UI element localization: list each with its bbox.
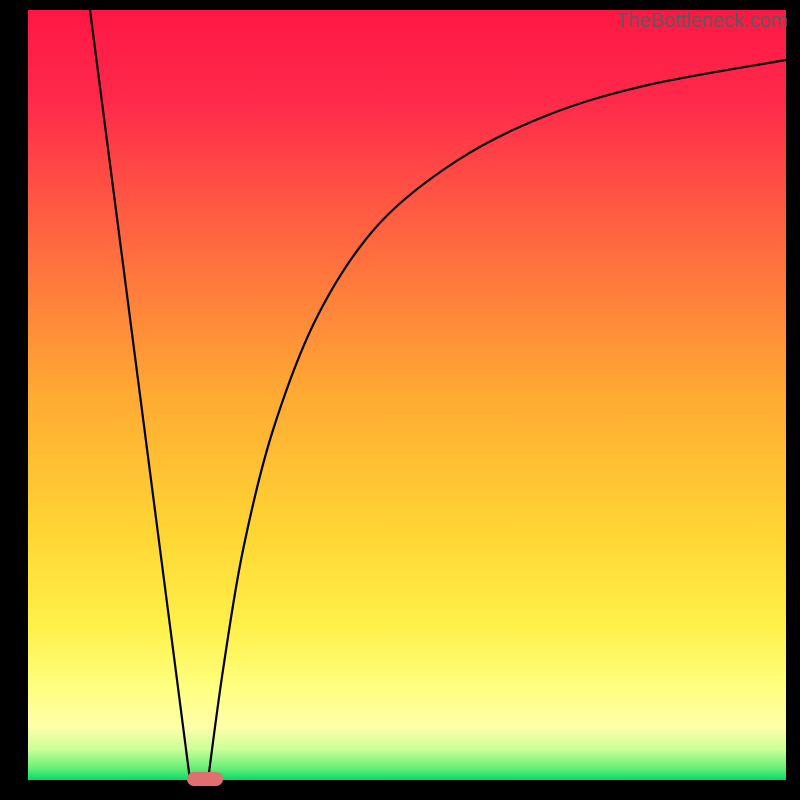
plot-area [28, 10, 786, 780]
bottleneck-marker [187, 772, 223, 786]
curve-layer [28, 10, 786, 780]
watermark-text: TheBottleneck.com [617, 10, 788, 33]
bottleneck-chart: TheBottleneck.com [0, 0, 800, 800]
